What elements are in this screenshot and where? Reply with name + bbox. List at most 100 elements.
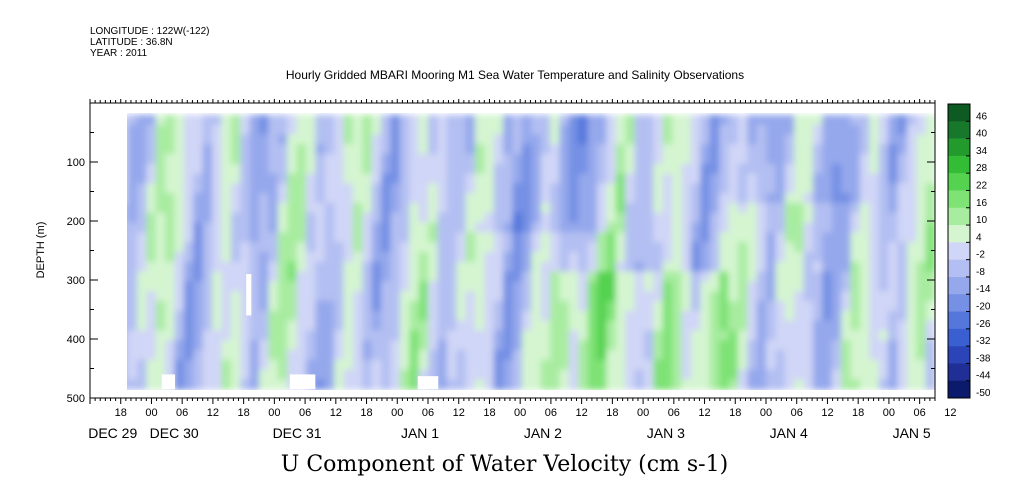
heat-cell (878, 310, 889, 322)
heat-cell (165, 349, 176, 361)
heat-cell (474, 193, 486, 204)
heat-cell (878, 320, 889, 332)
heat-cell (597, 134, 608, 145)
heat-cell (606, 173, 617, 185)
heat-cell (90, 252, 100, 263)
heat-cell (446, 222, 457, 234)
heat-cell (803, 340, 814, 351)
heat-cell (90, 291, 100, 302)
heat-cell (672, 369, 683, 381)
heat-cell (822, 114, 833, 126)
heat-cell (446, 300, 457, 312)
heat-cell (249, 202, 260, 214)
heat-cell (221, 300, 232, 312)
heat-cell (578, 144, 589, 155)
heat-cell (362, 134, 373, 145)
heat-cell (643, 310, 655, 322)
heat-cell (334, 359, 345, 371)
heat-cell (550, 114, 561, 126)
heat-cell (578, 183, 589, 194)
heat-cell (334, 330, 345, 341)
heat-cell (709, 163, 720, 175)
heat-cell (399, 153, 411, 165)
heat-cell (540, 222, 551, 234)
heat-cell (334, 193, 345, 204)
heat-cell (352, 310, 364, 322)
heat-cell (794, 261, 805, 273)
heat-cell (700, 271, 711, 283)
heat-cell (540, 379, 551, 390)
heat-cell (202, 163, 213, 175)
heat-cell (277, 320, 288, 332)
heat-cell (277, 124, 288, 136)
heat-cell (109, 174, 119, 185)
heat-cell (409, 173, 420, 185)
heat-cell (643, 222, 655, 234)
heat-cell (127, 369, 129, 381)
heat-cell (324, 369, 335, 381)
heat-cell (737, 144, 749, 155)
heat-cell (418, 242, 429, 253)
heat-cell (878, 271, 889, 283)
heat-cell (728, 271, 739, 283)
heat-cell (155, 212, 166, 224)
heat-cell (287, 202, 298, 214)
heat-cell (869, 193, 880, 204)
heat-cell (709, 320, 720, 332)
heat-cell (672, 222, 683, 234)
heat-cell (174, 300, 185, 312)
heat-cell (165, 271, 176, 283)
heat-cell (700, 212, 711, 224)
heat-cell (897, 134, 908, 145)
heat-cell (831, 251, 842, 263)
heat-cell (597, 261, 608, 273)
heat-cell (606, 163, 617, 175)
heat-cell (672, 359, 683, 371)
heat-cell (136, 310, 148, 322)
heat-cell (719, 202, 730, 214)
heat-cell (343, 193, 354, 204)
heat-cell (597, 359, 608, 371)
heat-cell (456, 183, 467, 194)
heat-cell (155, 114, 166, 126)
heat-cell (136, 193, 148, 204)
heat-cell (456, 349, 467, 361)
heat-cell (634, 379, 645, 390)
heat-cell (390, 163, 401, 175)
heat-cell (109, 321, 119, 332)
heat-cell (277, 144, 288, 155)
heat-cell (183, 124, 195, 136)
heat-cell (737, 232, 749, 243)
heat-cell (474, 134, 486, 145)
heat-cell (165, 251, 176, 263)
heat-cell (906, 281, 918, 292)
heat-cell (193, 222, 204, 234)
heat-cell (183, 114, 195, 126)
heat-cell (681, 330, 692, 341)
heat-cell (136, 163, 148, 175)
heat-cell (925, 232, 935, 243)
heat-cell (888, 359, 899, 371)
heat-cell (212, 173, 223, 185)
heat-cell (869, 202, 880, 214)
heat-cell (766, 261, 777, 273)
heat-cell (352, 124, 364, 136)
heat-cell (174, 379, 185, 390)
heat-cell (324, 330, 335, 341)
heat-cell (127, 242, 129, 253)
heat-cell (521, 183, 533, 194)
heat-cell (428, 261, 439, 273)
heat-cell (390, 242, 401, 253)
heat-cell (474, 369, 486, 381)
heat-cell (690, 163, 702, 175)
heat-cell (343, 359, 354, 371)
heat-cell (362, 330, 373, 341)
heat-cell (277, 212, 288, 224)
heat-cell (146, 320, 157, 332)
heat-cell (737, 222, 749, 234)
heat-cell (672, 212, 683, 224)
heat-cell (812, 349, 824, 361)
heat-cell (146, 232, 157, 243)
heat-cell (784, 359, 795, 371)
heat-cell (484, 261, 495, 273)
